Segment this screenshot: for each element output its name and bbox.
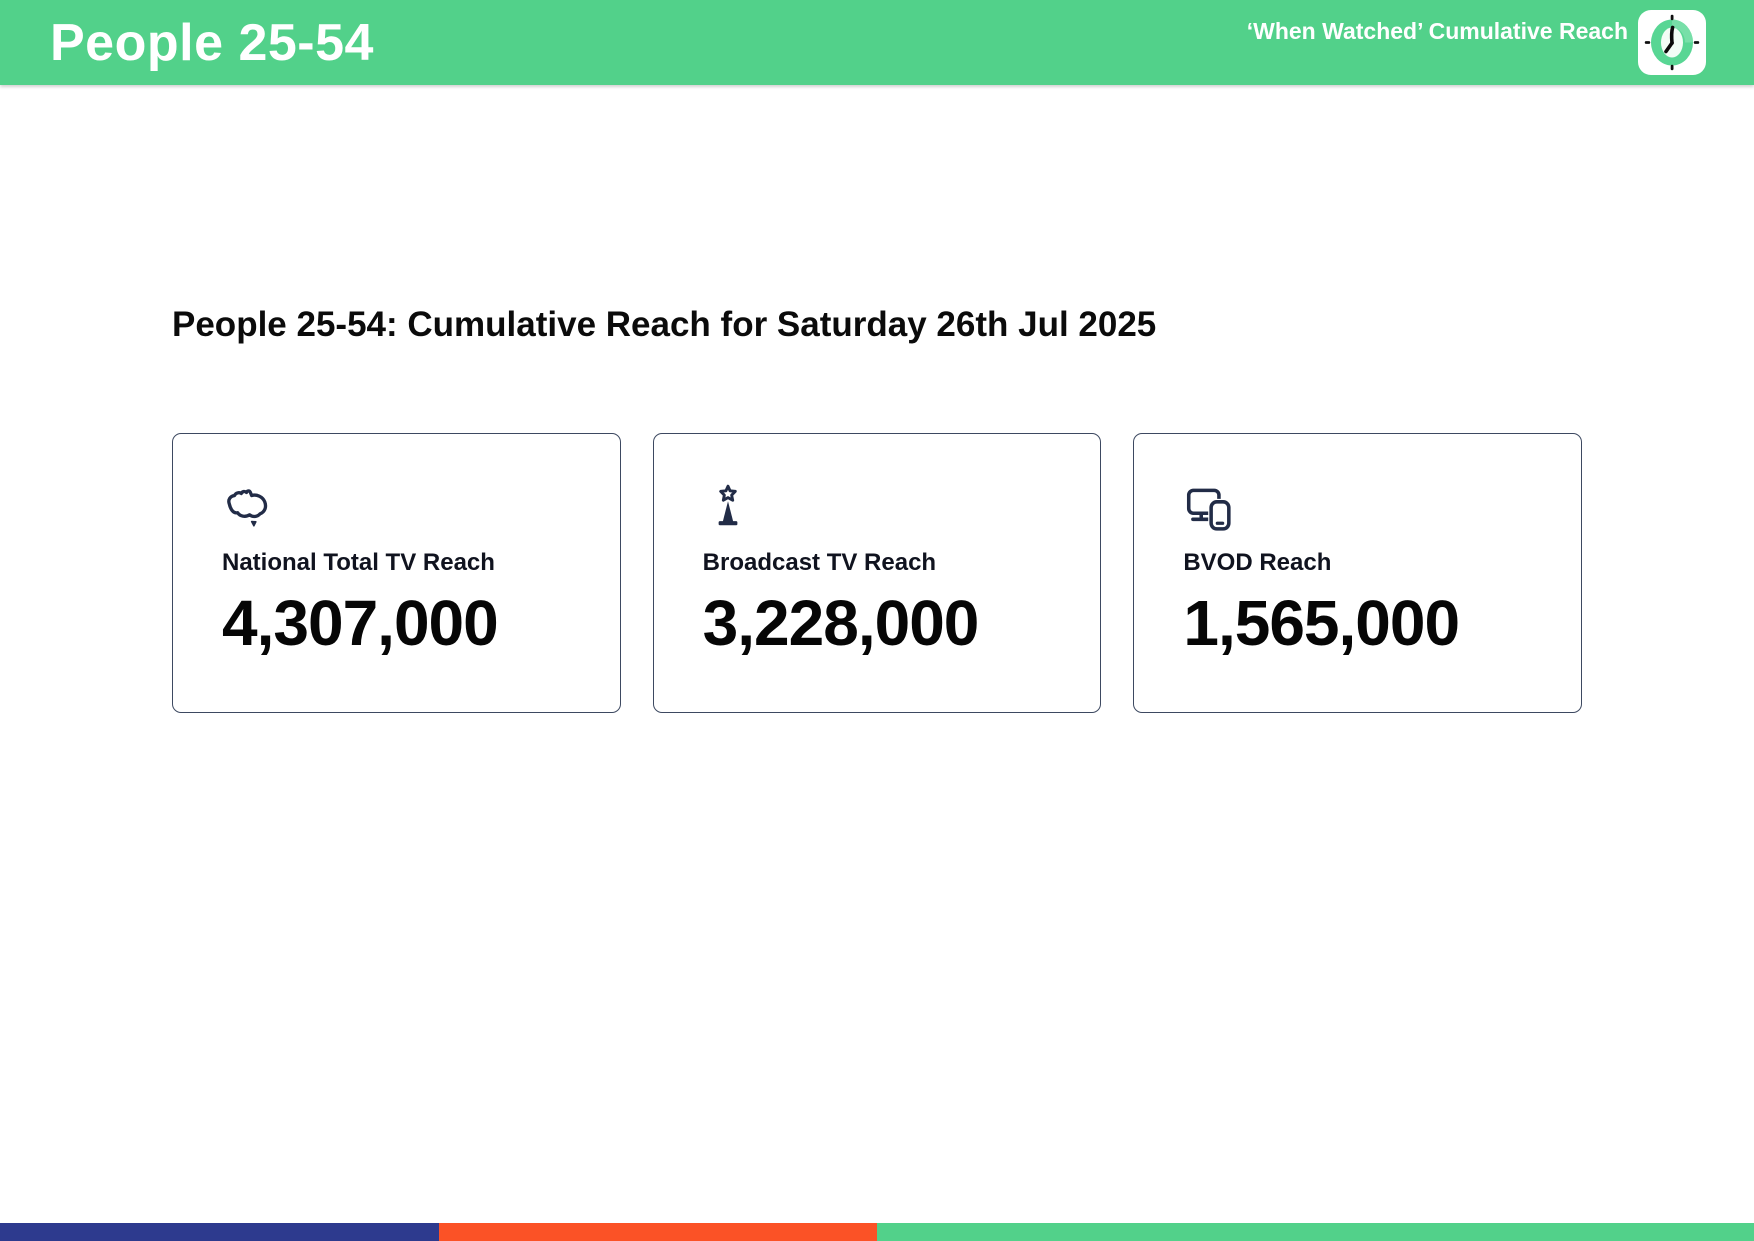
report-heading: People 25-54: Cumulative Reach for Satur… — [172, 305, 1157, 344]
devices-icon — [1183, 482, 1233, 533]
footer-brand-bar — [0, 1223, 1754, 1241]
footer-segment-green — [877, 1223, 1754, 1241]
main-content: People 25-54: Cumulative Reach for Satur… — [0, 305, 1754, 714]
footer-segment-orange — [438, 1223, 877, 1241]
clock-icon — [1638, 10, 1706, 75]
header: People 25-54 ‘When Watched’ Cumulative R… — [0, 0, 1754, 85]
broadcast-tower-icon — [703, 482, 753, 532]
header-subtitle: ‘When Watched’ Cumulative Reach — [1246, 18, 1628, 44]
card-national-total-tv-reach: National Total TV Reach 4,307,000 — [172, 433, 621, 714]
australia-map-icon — [222, 482, 272, 532]
card-bvod-reach: BVOD Reach 1,565,000 — [1133, 433, 1583, 714]
card-broadcast-tv-reach: Broadcast TV Reach 3,228,000 — [652, 433, 1102, 714]
card-label: Broadcast TV Reach — [702, 549, 937, 577]
card-value: 3,228,000 — [702, 587, 980, 660]
card-value: 4,307,000 — [222, 587, 499, 660]
card-label: National Total TV Reach — [222, 549, 495, 577]
header-right: ‘When Watched’ Cumulative Reach — [1247, 0, 1706, 85]
footer-segment-blue — [0, 1223, 439, 1241]
page-title: People 25-54 — [50, 13, 374, 72]
card-label: BVOD Reach — [1183, 549, 1332, 577]
card-value: 1,565,000 — [1183, 587, 1460, 660]
kpi-cards-row: National Total TV Reach 4,307,000 Broadc… — [172, 433, 1583, 714]
